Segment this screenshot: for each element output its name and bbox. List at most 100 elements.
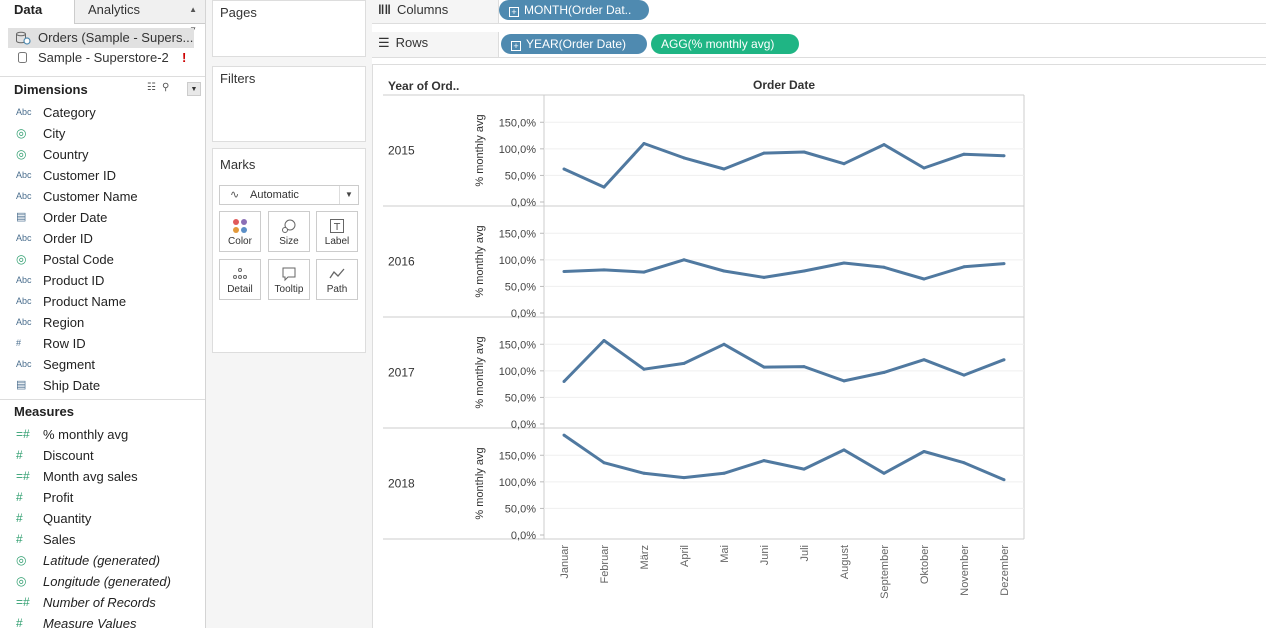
data-point[interactable] bbox=[922, 358, 926, 362]
tab-analytics[interactable]: Analytics ▲▼ bbox=[74, 0, 205, 34]
data-point[interactable] bbox=[642, 471, 646, 475]
field-item[interactable]: ◎ Postal Code bbox=[0, 249, 205, 270]
data-point[interactable] bbox=[882, 143, 886, 147]
dimensions-menu-button[interactable]: ▼ bbox=[187, 82, 201, 96]
data-source-orders[interactable]: Orders (Sample - Supers... bbox=[8, 28, 194, 48]
detail-button[interactable]: Detail bbox=[219, 259, 261, 300]
series-line-2018[interactable] bbox=[563, 433, 1005, 482]
data-point[interactable] bbox=[842, 162, 846, 166]
data-point[interactable] bbox=[682, 476, 686, 480]
field-item[interactable]: =# % monthly avg bbox=[0, 424, 205, 445]
data-point[interactable] bbox=[602, 339, 606, 342]
field-item[interactable]: Abc Product ID bbox=[0, 270, 205, 291]
field-item[interactable]: Abc Order ID bbox=[0, 228, 205, 249]
field-item[interactable]: Abc Product Name bbox=[0, 291, 205, 312]
pages-card[interactable]: Pages bbox=[212, 0, 366, 57]
size-button[interactable]: Size bbox=[268, 211, 310, 252]
data-point[interactable] bbox=[882, 265, 886, 269]
x-tick-label: Dezember bbox=[999, 545, 1011, 596]
data-point[interactable] bbox=[602, 268, 606, 272]
pill-year-order-date[interactable]: + YEAR(Order Date) bbox=[501, 34, 647, 54]
rows-drop-area[interactable]: + YEAR(Order Date) AGG(% monthly avg) bbox=[498, 32, 1266, 57]
data-point[interactable] bbox=[882, 370, 886, 374]
data-point[interactable] bbox=[722, 167, 726, 171]
filters-card[interactable]: Filters bbox=[212, 66, 366, 142]
y-tick-label: 0,0% bbox=[511, 308, 536, 320]
data-point[interactable] bbox=[762, 365, 766, 369]
field-item[interactable]: ▤ Ship Date bbox=[0, 375, 205, 396]
svg-text:T: T bbox=[333, 222, 341, 233]
data-point[interactable] bbox=[1002, 154, 1006, 158]
field-item[interactable]: Abc Customer ID bbox=[0, 165, 205, 186]
data-point[interactable] bbox=[562, 270, 566, 273]
field-item[interactable]: Abc Region bbox=[0, 312, 205, 333]
field-item[interactable]: # Discount bbox=[0, 445, 205, 466]
series-line-2016[interactable] bbox=[563, 258, 1005, 281]
data-point[interactable] bbox=[802, 150, 806, 154]
tab-data[interactable]: Data bbox=[0, 0, 74, 24]
data-point[interactable] bbox=[802, 269, 806, 273]
data-point[interactable] bbox=[842, 379, 846, 383]
data-point[interactable] bbox=[562, 433, 566, 437]
field-item[interactable]: ◎ Country bbox=[0, 144, 205, 165]
data-point[interactable] bbox=[1002, 358, 1006, 362]
data-point[interactable] bbox=[962, 265, 966, 269]
field-item[interactable]: # Row ID bbox=[0, 333, 205, 354]
field-item[interactable]: # Quantity bbox=[0, 508, 205, 529]
data-point[interactable] bbox=[802, 467, 806, 471]
field-item[interactable]: =# Month avg sales bbox=[0, 466, 205, 487]
data-point[interactable] bbox=[642, 270, 646, 274]
field-item[interactable]: =# Number of Records bbox=[0, 592, 205, 613]
data-point[interactable] bbox=[722, 342, 726, 346]
data-point[interactable] bbox=[882, 471, 886, 475]
data-point[interactable] bbox=[562, 380, 566, 383]
data-point[interactable] bbox=[762, 459, 766, 463]
data-point[interactable] bbox=[762, 275, 766, 279]
data-point[interactable] bbox=[1002, 262, 1006, 266]
data-point[interactable] bbox=[682, 361, 686, 365]
data-point[interactable] bbox=[682, 258, 686, 262]
search-icon[interactable]: ⚲ bbox=[161, 82, 170, 93]
data-point[interactable] bbox=[962, 152, 966, 156]
mark-type-select[interactable]: ∿ Automatic ▼ bbox=[219, 185, 359, 205]
data-point[interactable] bbox=[962, 373, 966, 377]
pill-month-order-date[interactable]: + MONTH(Order Dat.. bbox=[499, 0, 649, 20]
field-item[interactable]: Abc Category bbox=[0, 102, 205, 123]
data-point[interactable] bbox=[602, 461, 606, 465]
data-point[interactable] bbox=[762, 151, 766, 155]
pill-agg-monthly-avg[interactable]: AGG(% monthly avg) bbox=[651, 34, 799, 54]
field-item[interactable]: # Measure Values bbox=[0, 613, 205, 634]
path-button[interactable]: Path bbox=[316, 259, 358, 300]
data-point[interactable] bbox=[802, 365, 806, 369]
data-point[interactable] bbox=[722, 269, 726, 273]
data-point[interactable] bbox=[922, 166, 926, 170]
data-point[interactable] bbox=[962, 461, 966, 465]
list-view-icon[interactable]: ☷ bbox=[147, 82, 156, 93]
columns-drop-area[interactable]: + MONTH(Order Dat.. bbox=[498, 0, 1266, 23]
data-source-superstore[interactable]: Sample - Superstore-2 ! bbox=[8, 48, 194, 68]
data-point[interactable] bbox=[842, 448, 846, 452]
data-point[interactable] bbox=[842, 261, 846, 265]
series-line-2017[interactable] bbox=[562, 339, 1005, 383]
data-point[interactable] bbox=[562, 167, 566, 171]
data-point[interactable] bbox=[722, 471, 726, 475]
data-point[interactable] bbox=[1002, 478, 1006, 482]
field-item[interactable]: Abc Segment bbox=[0, 354, 205, 375]
data-point[interactable] bbox=[642, 142, 646, 145]
series-line-2015[interactable] bbox=[563, 142, 1005, 189]
tooltip-button[interactable]: Tooltip bbox=[268, 259, 310, 300]
field-item[interactable]: Abc Customer Name bbox=[0, 186, 205, 207]
field-item[interactable]: # Profit bbox=[0, 487, 205, 508]
field-item[interactable]: ◎ Longitude (generated) bbox=[0, 571, 205, 592]
data-point[interactable] bbox=[922, 277, 926, 281]
label-button[interactable]: T Label bbox=[316, 211, 358, 252]
field-item[interactable]: # Sales bbox=[0, 529, 205, 550]
color-button[interactable]: Color bbox=[219, 211, 261, 252]
data-point[interactable] bbox=[682, 156, 686, 160]
field-item[interactable]: ▤ Order Date bbox=[0, 207, 205, 228]
data-point[interactable] bbox=[642, 367, 646, 371]
field-item[interactable]: ◎ City bbox=[0, 123, 205, 144]
data-point[interactable] bbox=[922, 450, 926, 453]
data-point[interactable] bbox=[602, 185, 606, 189]
field-item[interactable]: ◎ Latitude (generated) bbox=[0, 550, 205, 571]
